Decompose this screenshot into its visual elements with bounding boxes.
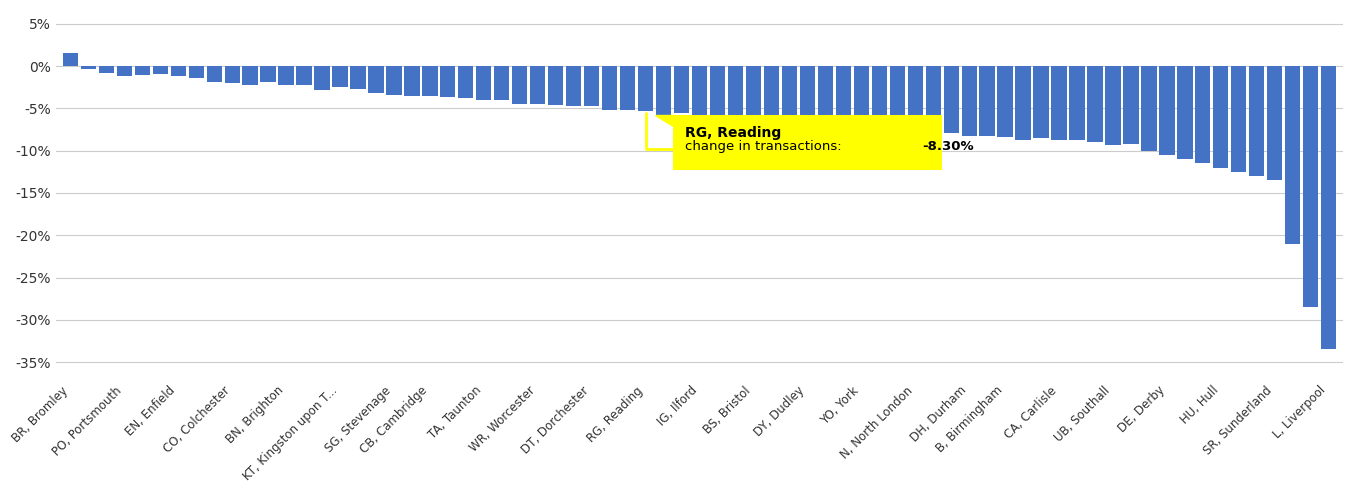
- Bar: [1285, 66, 1300, 244]
- Bar: [477, 66, 491, 100]
- Bar: [853, 66, 869, 129]
- Bar: [602, 66, 617, 110]
- Bar: [1141, 66, 1157, 151]
- Bar: [836, 66, 850, 126]
- Bar: [639, 66, 653, 111]
- Bar: [799, 66, 815, 125]
- Bar: [1123, 66, 1138, 145]
- Bar: [728, 66, 743, 116]
- Polygon shape: [655, 115, 672, 126]
- Bar: [440, 66, 455, 97]
- Bar: [369, 66, 383, 93]
- Bar: [404, 66, 420, 96]
- Bar: [170, 66, 186, 76]
- Bar: [1231, 66, 1246, 172]
- Bar: [674, 66, 690, 113]
- Bar: [351, 66, 366, 89]
- Bar: [907, 66, 923, 129]
- Bar: [1268, 66, 1282, 180]
- Bar: [566, 66, 582, 106]
- Bar: [548, 66, 563, 105]
- Bar: [1214, 66, 1228, 168]
- Bar: [297, 66, 312, 85]
- Bar: [99, 66, 113, 73]
- Bar: [1195, 66, 1211, 163]
- Bar: [944, 66, 958, 133]
- Bar: [961, 66, 977, 136]
- Bar: [153, 66, 167, 74]
- Bar: [423, 66, 437, 97]
- Bar: [386, 66, 401, 95]
- Bar: [926, 66, 941, 133]
- Bar: [1177, 66, 1192, 159]
- Bar: [332, 66, 348, 87]
- Bar: [1160, 66, 1174, 155]
- Bar: [494, 66, 509, 100]
- Bar: [656, 66, 671, 115]
- Bar: [872, 66, 887, 128]
- Bar: [315, 66, 329, 90]
- Bar: [458, 66, 474, 98]
- Bar: [585, 66, 599, 106]
- Bar: [224, 66, 240, 83]
- Bar: [1087, 66, 1103, 142]
- Bar: [531, 66, 545, 104]
- Bar: [1015, 66, 1030, 140]
- Bar: [1033, 66, 1049, 138]
- Bar: [620, 66, 636, 110]
- Bar: [980, 66, 995, 136]
- Bar: [764, 66, 779, 119]
- Bar: [81, 66, 96, 69]
- Bar: [818, 66, 833, 123]
- Bar: [243, 66, 258, 85]
- Bar: [1052, 66, 1066, 140]
- Bar: [116, 66, 132, 76]
- Bar: [1249, 66, 1265, 176]
- Bar: [693, 66, 707, 117]
- Bar: [890, 66, 905, 132]
- Bar: [261, 66, 275, 82]
- Bar: [207, 66, 221, 81]
- Text: -8.30%: -8.30%: [922, 140, 975, 153]
- Bar: [1322, 66, 1336, 349]
- Bar: [745, 66, 761, 117]
- Text: RG, Reading: RG, Reading: [686, 126, 782, 140]
- Text: change in transactions:: change in transactions:: [686, 140, 846, 153]
- Bar: [1069, 66, 1084, 140]
- Bar: [62, 53, 78, 66]
- Bar: [1303, 66, 1319, 307]
- Bar: [512, 66, 528, 104]
- Bar: [135, 66, 150, 75]
- FancyBboxPatch shape: [672, 115, 942, 170]
- Bar: [278, 66, 294, 85]
- Bar: [998, 66, 1012, 137]
- Bar: [1106, 66, 1120, 145]
- Bar: [782, 66, 796, 122]
- Bar: [189, 66, 204, 78]
- Bar: [710, 66, 725, 119]
